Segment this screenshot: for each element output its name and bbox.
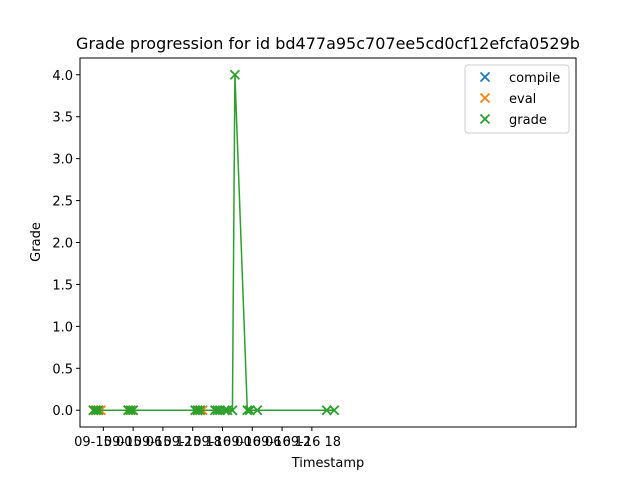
grade-point bbox=[195, 405, 206, 416]
legend-marker-compile-point bbox=[479, 71, 491, 83]
y-tick-label: 4.0 bbox=[52, 69, 73, 84]
x-tick-label: 09-16 00 bbox=[193, 435, 251, 450]
plot-area bbox=[88, 69, 340, 416]
grade-point bbox=[93, 405, 104, 416]
grade-point bbox=[227, 405, 238, 416]
x-tick-label: 09-15 06 bbox=[104, 435, 162, 450]
grade-point bbox=[127, 405, 139, 416]
grade-point bbox=[252, 405, 263, 416]
y-tick-label: 2.0 bbox=[52, 237, 73, 252]
legend-box bbox=[464, 64, 570, 134]
grade-point bbox=[244, 405, 255, 416]
legend-marker-eval-point bbox=[479, 92, 491, 104]
x-axis-label: Timestamp bbox=[291, 456, 365, 471]
grade-point bbox=[125, 405, 136, 416]
chart-title: Grade progression for id bd477a95c707ee5… bbox=[76, 34, 580, 53]
y-tick-label: 3.5 bbox=[52, 111, 73, 126]
x-tick-label: 09-16 12 bbox=[253, 435, 311, 450]
legend-item-compile: compile bbox=[479, 71, 560, 86]
y-tick-label: 0.5 bbox=[52, 362, 73, 377]
grade-point bbox=[242, 405, 253, 416]
x-tick-label: 09-15 12 bbox=[134, 435, 192, 450]
grade-point bbox=[219, 405, 231, 416]
x-tick-label: 09-15 00 bbox=[74, 435, 132, 450]
legend-marker-grade-point bbox=[479, 113, 491, 125]
y-tick-label: 1.5 bbox=[52, 278, 73, 293]
x-tick-label: 09-16 06 bbox=[223, 435, 281, 450]
y-tick-label: 1.0 bbox=[52, 320, 73, 335]
legend: compile eval grade bbox=[464, 64, 570, 134]
grade-point bbox=[192, 405, 203, 416]
legend-label: eval bbox=[509, 92, 536, 107]
axes-frame bbox=[79, 57, 577, 428]
y-tick-label: 0.0 bbox=[52, 404, 73, 419]
x-tick-label: 09-15 18 bbox=[163, 435, 221, 450]
grade-point bbox=[329, 405, 340, 416]
x-tick-label: 09-16 18 bbox=[283, 435, 341, 450]
grade-point bbox=[212, 405, 223, 416]
legend-item-grade: grade bbox=[479, 113, 547, 128]
legend-label: grade bbox=[509, 113, 547, 128]
legend-label: compile bbox=[509, 71, 560, 86]
y-tick-label: 3.0 bbox=[52, 153, 73, 168]
legend-item-eval: eval bbox=[479, 92, 536, 107]
grade-point bbox=[229, 69, 241, 80]
series-grade bbox=[88, 69, 340, 416]
y-axis-label: Grade bbox=[29, 222, 44, 262]
y-tick-label: 2.5 bbox=[52, 195, 73, 210]
grade-point bbox=[90, 405, 102, 416]
grade-point bbox=[321, 405, 332, 416]
y-axis-ticks: 0.0 0.5 1.0 1.5 2.0 2.5 3.0 3.5 4.0 bbox=[52, 69, 80, 419]
